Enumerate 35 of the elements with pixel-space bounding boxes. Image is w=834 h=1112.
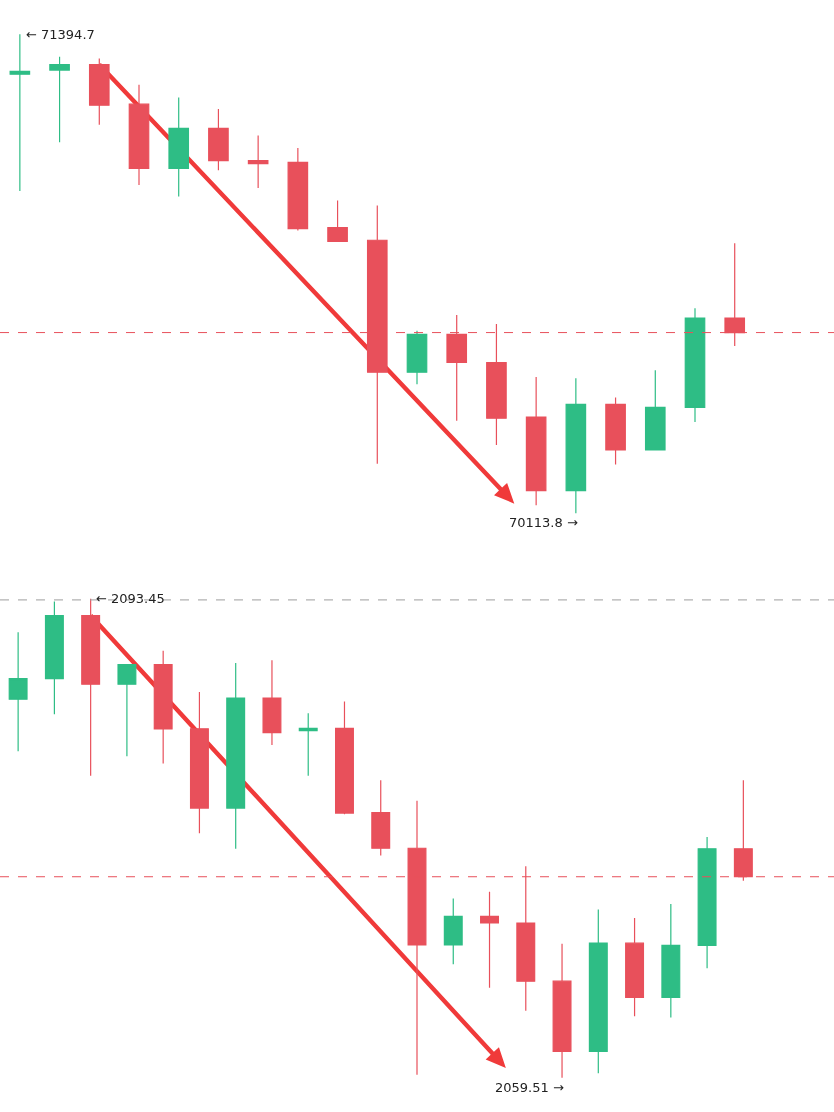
candlestick	[565, 377, 587, 514]
annotation: ← 71394.7	[26, 27, 95, 42]
candlestick	[661, 903, 681, 1019]
candlestick	[189, 691, 209, 834]
candlestick	[298, 712, 318, 777]
candlestick	[697, 836, 717, 969]
candlestick	[117, 664, 137, 757]
candlestick	[525, 376, 547, 506]
candlestick	[262, 659, 282, 746]
candlestick	[644, 369, 666, 451]
candlestick	[153, 650, 173, 765]
candlestick	[371, 779, 391, 857]
candlestick	[208, 108, 229, 171]
candlestick	[247, 134, 269, 189]
annotation: ← 2093.45	[96, 591, 165, 606]
candlestick	[287, 147, 309, 232]
candlestick	[684, 307, 706, 423]
candlestick	[605, 397, 626, 466]
candlestick	[406, 330, 428, 385]
candlestick	[226, 662, 246, 850]
candlestick	[49, 56, 70, 143]
candlestick	[443, 897, 463, 965]
candlestick	[8, 631, 28, 752]
candlestick	[588, 909, 608, 1074]
candlestick	[44, 601, 64, 715]
candlestick	[128, 84, 150, 186]
text: 2059.51 →	[495, 1080, 564, 1095]
candlestick	[334, 700, 354, 815]
candlestick	[480, 891, 500, 989]
candlestick	[168, 96, 190, 198]
text: 70113.8 →	[509, 515, 578, 530]
candlestick	[88, 57, 110, 126]
candlestick	[625, 917, 645, 1017]
candlestick	[327, 200, 348, 242]
candlestick	[552, 943, 572, 1079]
